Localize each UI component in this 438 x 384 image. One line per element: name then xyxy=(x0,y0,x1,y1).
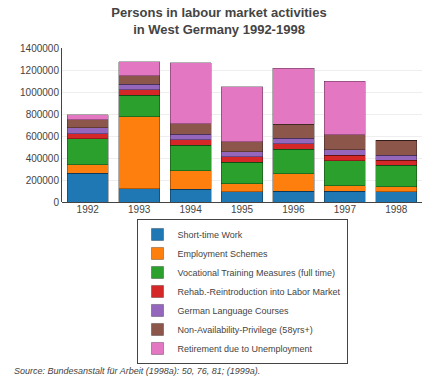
svg-text:German Language Courses: German Language Courses xyxy=(178,306,290,316)
svg-text:1400000: 1400000 xyxy=(20,43,59,54)
svg-text:1997: 1997 xyxy=(334,204,357,215)
svg-text:1996: 1996 xyxy=(282,204,305,215)
svg-text:1993: 1993 xyxy=(128,204,151,215)
svg-text:1994: 1994 xyxy=(179,204,202,215)
svg-text:1995: 1995 xyxy=(231,204,254,215)
svg-text:Source: Bundesanstalt für Arbe: Source: Bundesanstalt für Arbeit (1998a)… xyxy=(14,366,260,376)
svg-text:800000: 800000 xyxy=(26,109,60,120)
svg-text:Retirement due to Unemployment: Retirement due to Unemployment xyxy=(178,344,313,354)
svg-text:200000: 200000 xyxy=(26,175,60,186)
svg-text:0: 0 xyxy=(53,197,59,208)
svg-text:1200000: 1200000 xyxy=(20,65,59,76)
svg-text:400000: 400000 xyxy=(26,153,60,164)
svg-text:Short-time Work: Short-time Work xyxy=(178,230,243,240)
svg-text:600000: 600000 xyxy=(26,131,60,142)
svg-text:1998: 1998 xyxy=(385,204,408,215)
svg-text:Employment Schemes: Employment Schemes xyxy=(178,249,269,259)
svg-text:1992: 1992 xyxy=(77,204,100,215)
svg-text:Vocational Training Measures (: Vocational Training Measures (full time) xyxy=(178,268,336,278)
svg-text:1000000: 1000000 xyxy=(20,87,59,98)
svg-text:Rehab.-Reintroduction into Lab: Rehab.-Reintroduction into Labor Market xyxy=(178,287,341,297)
svg-text:Persons in labour market activ: Persons in labour market activitiesin We… xyxy=(111,5,326,37)
svg-text:Non-Availability-Privilege (58: Non-Availability-Privilege (58yrs+) xyxy=(178,325,313,335)
